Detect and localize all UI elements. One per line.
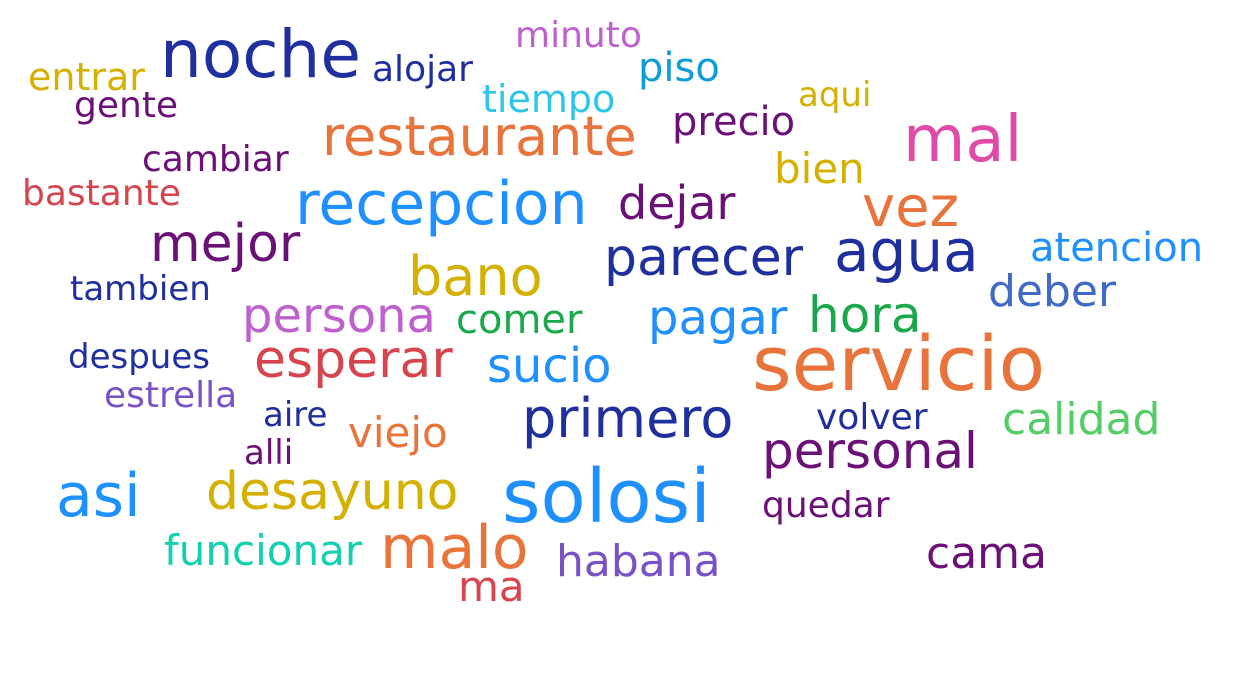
word-cambiar: cambiar xyxy=(142,139,289,180)
word-comer: comer xyxy=(456,297,583,343)
word-agua: agua xyxy=(834,217,979,285)
word-vez: vez xyxy=(862,175,959,240)
word-solosi: solosi xyxy=(502,454,711,540)
word-asi: asi xyxy=(56,461,141,531)
word-precio: precio xyxy=(672,99,796,145)
word-minuto: minuto xyxy=(515,15,642,56)
word-viejo: viejo xyxy=(348,408,448,457)
word-gente: gente xyxy=(74,85,179,126)
word-despues: despues xyxy=(68,337,210,377)
word-alojar: alojar xyxy=(372,49,473,90)
word-esperar: esperar xyxy=(254,330,453,390)
word-calidad: calidad xyxy=(1002,394,1161,445)
word-aire: aire xyxy=(263,395,328,435)
word-dejar: dejar xyxy=(618,176,736,230)
word-bien: bien xyxy=(774,144,865,193)
word-recepcion: recepcion xyxy=(295,169,588,239)
word-ma: ma xyxy=(458,562,525,611)
word-funcionar: funcionar xyxy=(164,526,363,575)
word-primero: primero xyxy=(522,387,734,450)
word-estrella: estrella xyxy=(104,375,238,416)
word-atencion: atencion xyxy=(1030,225,1204,271)
word-quedar: quedar xyxy=(762,485,890,526)
word-malo: malo xyxy=(380,513,529,583)
word-noche: noche xyxy=(160,16,361,93)
word-mejor: mejor xyxy=(150,214,301,274)
word-deber: deber xyxy=(988,266,1117,317)
word-sucio: sucio xyxy=(487,338,612,394)
word-alli: alli xyxy=(244,433,294,473)
word-personal: personal xyxy=(762,422,978,480)
word-tambien: tambien xyxy=(70,269,211,309)
word-entrar: entrar xyxy=(28,55,145,99)
word-desayuno: desayuno xyxy=(206,462,459,522)
word-mal: mal xyxy=(903,103,1023,177)
word-parecer: parecer xyxy=(604,228,804,288)
word-persona: persona xyxy=(242,288,436,344)
word-cama: cama xyxy=(926,528,1047,579)
word-restaurante: restaurante xyxy=(322,105,637,168)
word-piso: piso xyxy=(638,45,720,91)
word-bano: bano xyxy=(408,245,543,308)
word-hora: hora xyxy=(808,286,922,344)
word-volver: volver xyxy=(816,397,928,438)
word-tiempo: tiempo xyxy=(482,77,616,121)
word-aqui: aqui xyxy=(798,75,872,115)
word-habana: habana xyxy=(556,536,721,587)
word-pagar: pagar xyxy=(648,290,788,346)
word-bastante: bastante xyxy=(22,173,181,214)
word-servicio: servicio xyxy=(752,319,1046,408)
